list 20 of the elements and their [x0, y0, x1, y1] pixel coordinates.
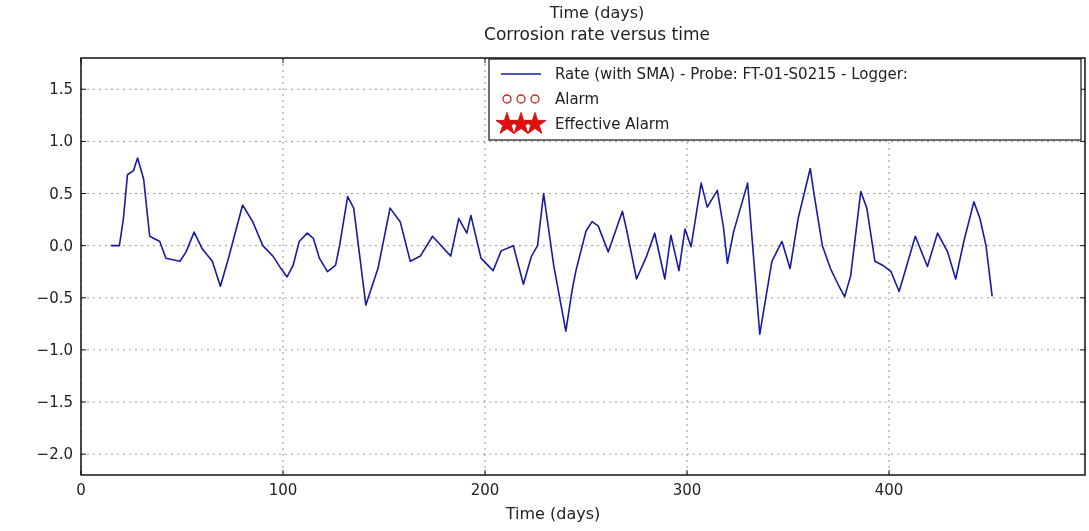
- y-tick-label: 0.0: [49, 236, 73, 255]
- x-tick-label: 100: [268, 481, 298, 499]
- line-series: [110, 157, 993, 336]
- x-tick-label: 400: [874, 481, 904, 499]
- legend-label: Effective Alarm: [555, 115, 670, 133]
- y-tick-label: 0.5: [49, 184, 73, 203]
- y-tick-label: 1.0: [49, 132, 73, 151]
- y-tick-label: 1.5: [49, 80, 73, 99]
- y-tick-label: −2.0: [36, 445, 73, 464]
- legend-label: Rate (with SMA) - Probe: FT-01-S0215 - Logger:: [555, 65, 908, 83]
- chart-title: Corrosion rate versus time: [484, 24, 710, 44]
- x-axis-title: Time (days): [504, 504, 601, 523]
- legend-label: Alarm: [555, 90, 600, 108]
- x-tick-label: 200: [470, 481, 500, 499]
- y-tick-label: −0.5: [36, 288, 73, 307]
- y-tick-label: −1.0: [36, 340, 73, 359]
- x-tick-label: 0: [76, 481, 86, 499]
- y-tick-label: −1.5: [36, 393, 73, 412]
- x-tick-label: 300: [672, 481, 702, 499]
- text: Time (days): [548, 3, 645, 22]
